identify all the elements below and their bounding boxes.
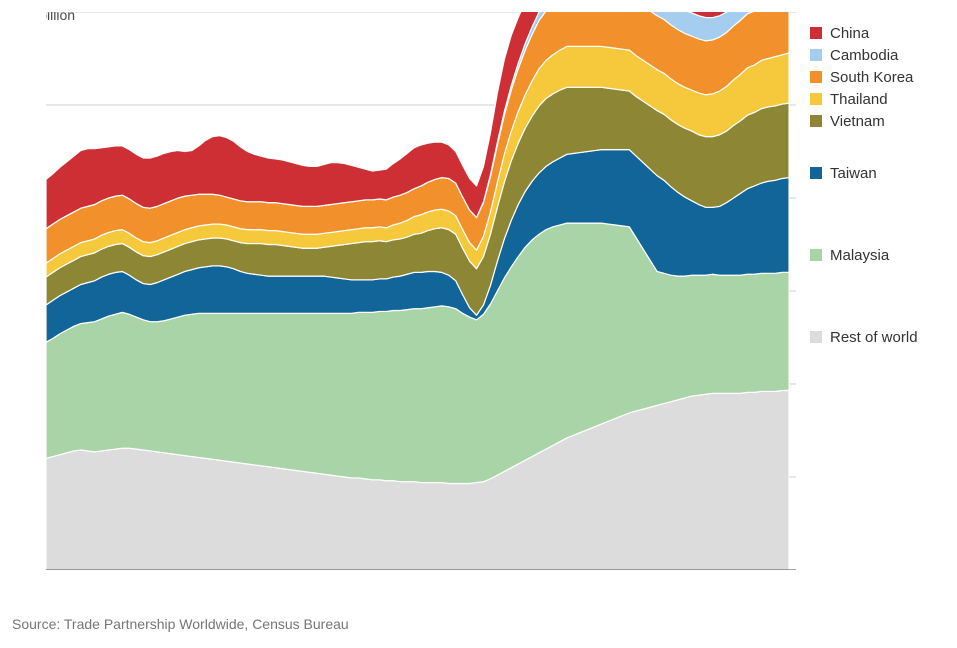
legend-label: South Korea	[830, 69, 913, 86]
legend-swatch	[810, 249, 822, 261]
legend-swatch	[810, 93, 822, 105]
legend-label: Malaysia	[830, 247, 889, 264]
legend-item-taiwan: Taiwan	[810, 162, 950, 184]
legend-swatch	[810, 115, 822, 127]
plot-area: 01020304050$60 billion 2016'17'18'19'20'…	[46, 12, 796, 570]
chart-container: 01020304050$60 billion 2016'17'18'19'20'…	[0, 0, 957, 648]
legend-label: China	[830, 25, 869, 42]
legend: China Cambodia South Korea Thailand Vietnam T…	[810, 22, 950, 348]
legend-label: Vietnam	[830, 113, 885, 130]
legend-swatch	[810, 49, 822, 61]
legend-item-thailand: Thailand	[810, 88, 950, 110]
legend-item-cambodia: Cambodia	[810, 44, 950, 66]
legend-swatch	[810, 71, 822, 83]
legend-swatch	[810, 27, 822, 39]
legend-label: Rest of world	[830, 329, 918, 346]
legend-item-rest: Rest of world	[810, 326, 950, 348]
stacked-areas	[46, 12, 789, 570]
legend-swatch	[810, 331, 822, 343]
legend-item-malaysia: Malaysia	[810, 244, 950, 266]
chart-svg: 01020304050$60 billion 2016'17'18'19'20'…	[46, 12, 796, 570]
legend-label: Cambodia	[830, 47, 898, 64]
source-line: Source: Trade Partnership Worldwide, Cen…	[12, 616, 349, 632]
legend-label: Thailand	[830, 91, 888, 108]
legend-label: Taiwan	[830, 165, 877, 182]
legend-item-vietnam: Vietnam	[810, 110, 950, 132]
y-tick-label: $60 billion	[46, 12, 75, 23]
legend-item-china: China	[810, 22, 950, 44]
legend-item-skorea: South Korea	[810, 66, 950, 88]
legend-swatch	[810, 167, 822, 179]
